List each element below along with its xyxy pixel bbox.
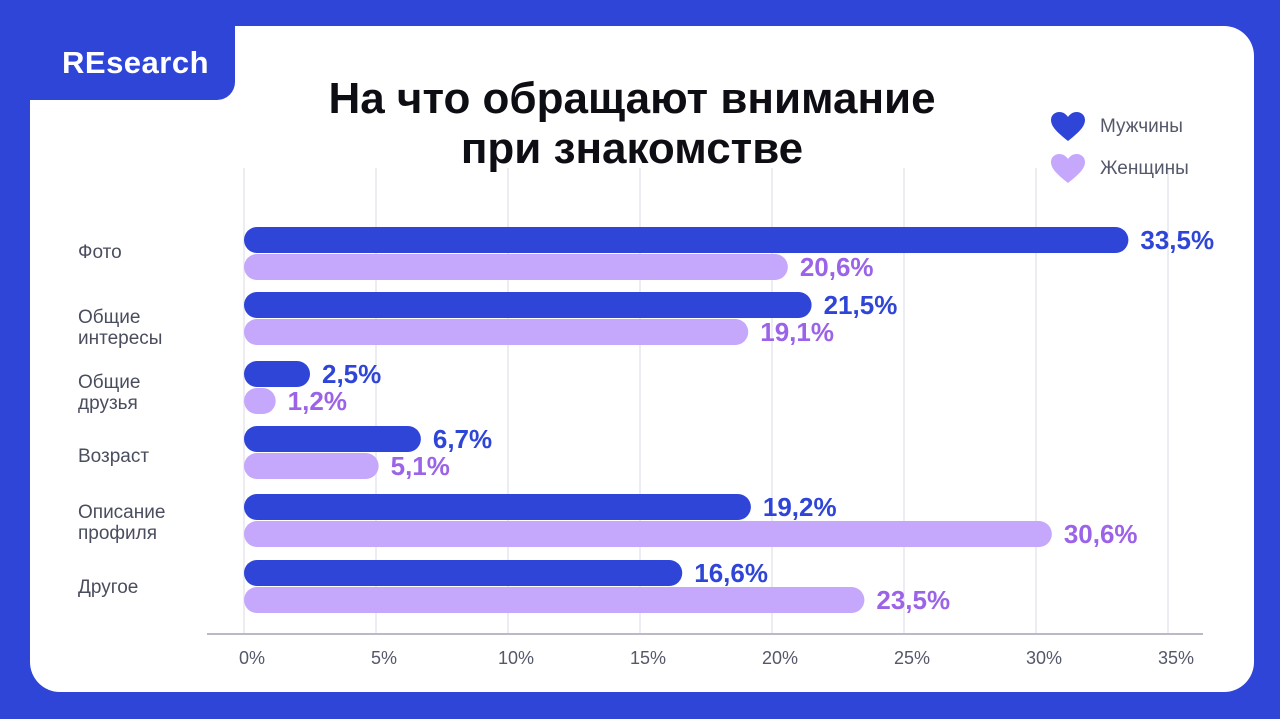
x-tick-label: 25% xyxy=(894,648,930,668)
category-label: профиля xyxy=(78,523,157,544)
legend: Мужчины Женщины xyxy=(1050,106,1189,190)
bar-women xyxy=(244,453,379,479)
category-label: Общие xyxy=(78,372,140,393)
chart-title-line-2: при знакомстве xyxy=(460,124,804,173)
data-label-men: 2,5% xyxy=(322,359,381,389)
bar-men xyxy=(244,494,751,520)
category-label: друзья xyxy=(78,393,138,414)
category-label: Общие xyxy=(78,307,140,328)
bar-women xyxy=(244,319,749,345)
bar-women xyxy=(244,521,1052,547)
bar-men xyxy=(244,426,421,452)
category-label: Фото xyxy=(78,242,122,263)
x-tick-label: 0% xyxy=(239,648,265,668)
data-label-men: 33,5% xyxy=(1140,225,1214,255)
x-tick-label: 30% xyxy=(1026,648,1062,668)
x-tick-label: 15% xyxy=(630,648,666,668)
heart-icon xyxy=(1051,154,1085,183)
data-label-women: 20,6% xyxy=(800,252,874,282)
category-label: Другое xyxy=(78,577,138,598)
bar-women xyxy=(244,388,276,414)
data-label-women: 1,2% xyxy=(288,386,347,416)
legend-label-women: Женщины xyxy=(1100,158,1189,179)
chart-title: На что обращают внимание при знакомстве xyxy=(200,74,1064,174)
heart-icon xyxy=(1051,112,1085,141)
data-label-men: 19,2% xyxy=(763,492,837,522)
data-label-men: 6,7% xyxy=(433,424,492,454)
brand-logo: REsearch xyxy=(30,26,235,100)
bar-men xyxy=(244,361,310,387)
data-label-men: 21,5% xyxy=(824,290,898,320)
category-label: Описание xyxy=(78,502,165,523)
legend-label-men: Мужчины xyxy=(1100,116,1183,137)
legend-item-men: Мужчины xyxy=(1050,106,1189,148)
chart-title-line-1: На что обращают внимание xyxy=(328,74,936,123)
bar-men xyxy=(244,560,683,586)
data-label-women: 23,5% xyxy=(876,585,950,615)
x-tick-label: 10% xyxy=(498,648,534,668)
x-tick-label: 5% xyxy=(371,648,397,668)
bar-women xyxy=(244,254,788,280)
category-label: Возраст xyxy=(78,446,149,467)
bar-women xyxy=(244,587,865,613)
legend-item-women: Женщины xyxy=(1050,148,1189,190)
category-label: интересы xyxy=(78,328,162,349)
x-tick-label: 35% xyxy=(1158,648,1194,668)
data-label-men: 16,6% xyxy=(694,558,768,588)
x-tick-label: 20% xyxy=(762,648,798,668)
bar-men xyxy=(244,292,812,318)
data-label-women: 19,1% xyxy=(760,317,834,347)
bar-men xyxy=(244,227,1129,253)
data-label-women: 5,1% xyxy=(391,451,450,481)
data-label-women: 30,6% xyxy=(1064,519,1138,549)
